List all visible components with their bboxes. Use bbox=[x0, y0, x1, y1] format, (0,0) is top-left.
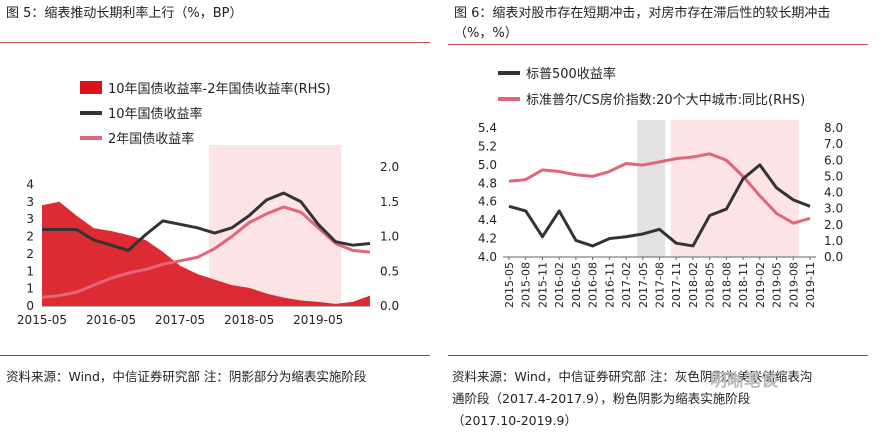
x-tick-label: 2015-05 bbox=[503, 262, 516, 308]
figure-left: 图 5：缩表推动长期利率上行（%，BP） 0 1 1 2 2 3 3 4 0.0 0.5 1.0 1.… bbox=[0, 0, 430, 423]
figure-left-title-rule bbox=[0, 42, 430, 43]
x-tick-label: 2018-02 bbox=[687, 262, 700, 308]
y-right-tick-label: 3.0 bbox=[824, 202, 843, 216]
figure-left-chart: 0 1 1 2 2 3 3 4 0.0 0.5 1.0 1.5 2.0 2015-05 2016-05 201… bbox=[17, 81, 399, 327]
shaded-region-0 bbox=[637, 120, 666, 257]
x-tick-label: 2015-11 bbox=[536, 262, 549, 308]
legend-sp500-label: 标普500收益率 bbox=[526, 66, 616, 82]
figure-left-footer-rule bbox=[0, 355, 430, 356]
x-tick-label: 2016-11 bbox=[603, 262, 616, 308]
y-right-tick-label: 6.0 bbox=[824, 153, 843, 167]
y-left-tick-label: 1 bbox=[26, 282, 34, 296]
figure-left-source: 资料来源：Wind，中信证券研究部 注：阴影部分为缩表实施阶段 bbox=[6, 369, 367, 384]
x-tick-label: 2017-08 bbox=[654, 262, 667, 308]
y-left-tick-label: 5.4 bbox=[478, 121, 497, 135]
figure-right-source-line2: 通阶段（2017.4-2017.9），粉色阴影为缩表实施阶段 bbox=[452, 391, 751, 406]
y-right-tick-label: 0.5 bbox=[380, 264, 399, 278]
figure-right-title-line1: 图 6：缩表对股市存在短期冲击，对房市存在滞后性的较长期冲击 bbox=[454, 6, 831, 21]
legend-spread-label: 10年国债收益率-2年国债收益率(RHS) bbox=[108, 81, 331, 97]
x-tick-label: 2017-02 bbox=[620, 262, 633, 308]
x-tick-label: 2019-08 bbox=[787, 262, 800, 308]
y-left-tick-label: 4.0 bbox=[478, 250, 497, 264]
y-left-tick-label: 2 bbox=[26, 247, 34, 261]
y-left-tick-label: 4.6 bbox=[478, 195, 497, 209]
x-tick-label: 2015-05 bbox=[17, 313, 67, 327]
y-left-tick-label: 4 bbox=[26, 177, 34, 191]
series-spread-area bbox=[42, 201, 370, 306]
series-10y-line bbox=[42, 191, 371, 252]
y-left-tick-label: 4.4 bbox=[478, 213, 497, 227]
y-right-tick-label: 0.0 bbox=[824, 250, 843, 264]
y-right-tick-label: 2.0 bbox=[380, 160, 399, 174]
y-right-tick-label: 1.0 bbox=[380, 230, 399, 244]
y-right-tick-label: 2.0 bbox=[824, 218, 843, 232]
y-left-tick-label: 5.0 bbox=[478, 158, 497, 172]
y-right-tick-label: 7.0 bbox=[824, 137, 843, 151]
x-tick-label: 2018-11 bbox=[737, 262, 750, 308]
figure-right-source: 资料来源：Wind，中信证券研究部 注：灰色阴影为美联储缩表沟 通阶段（2017… bbox=[452, 366, 867, 432]
series-sp500-line bbox=[508, 163, 811, 248]
figure-right-title-rule bbox=[448, 44, 868, 45]
figure-right-source-line3: （2017.10-2019.9） bbox=[452, 413, 577, 428]
series-2y-line bbox=[41, 205, 371, 299]
x-tick-label: 2017-05 bbox=[155, 313, 205, 327]
y-right-tick-label: 0.0 bbox=[380, 299, 399, 313]
figure-right-footer-rule bbox=[448, 355, 868, 356]
y-right-tick-label: 4.0 bbox=[824, 186, 843, 200]
x-tick-label: 2017-05 bbox=[637, 262, 650, 308]
y-left-tick-label: 1 bbox=[26, 264, 34, 278]
y-left-tick-label: 2 bbox=[26, 230, 34, 244]
x-tick-label: 2018-05 bbox=[224, 313, 274, 327]
figure-right-source-line1: 资料来源：Wind，中信证券研究部 注：灰色阴影为美联储缩表沟 bbox=[452, 369, 813, 384]
legend-2y-label: 2年国债收益率 bbox=[108, 131, 194, 147]
series-house-price-line bbox=[508, 152, 811, 225]
x-tick-label: 2019-02 bbox=[754, 262, 767, 308]
y-left-tick-label: 3 bbox=[26, 195, 34, 209]
y-right-tick-label: 5.0 bbox=[824, 169, 843, 183]
y-left-tick-label: 3 bbox=[26, 212, 34, 226]
y-left-tick-label: 4.8 bbox=[478, 176, 497, 190]
y-left-tick-label: 0 bbox=[26, 299, 34, 313]
x-tick-label: 2017-11 bbox=[670, 262, 683, 308]
x-tick-label: 2016-08 bbox=[587, 262, 600, 308]
x-tick-label: 2019-05 bbox=[771, 262, 784, 308]
x-tick-label: 2016-02 bbox=[553, 262, 566, 308]
figure-right: 图 6：缩表对股市存在短期冲击，对房市存在滞后性的较长期冲击 （%，%） 4.0… bbox=[448, 0, 891, 428]
x-tick-label: 2016-05 bbox=[86, 313, 136, 327]
x-tick-label: 2019-05 bbox=[293, 313, 343, 327]
legend-10y-label: 10年国债收益率 bbox=[108, 106, 203, 122]
y-right-tick-label: 1.0 bbox=[824, 234, 843, 248]
x-tick-label: 2019-11 bbox=[804, 262, 817, 308]
figure-right-chart: 4.0 4.2 4.4 4.6 4.8 5.0 5.2 5.4 0.0 1.0 2.0 3.0 4.0 5… bbox=[478, 66, 843, 308]
y-right-tick-label: 8.0 bbox=[824, 121, 843, 135]
x-tick-label: 2018-05 bbox=[704, 262, 717, 308]
watermark: 明晰笔谈 bbox=[710, 371, 778, 391]
legend-spread-swatch bbox=[80, 81, 102, 94]
y-left-tick-label: 5.2 bbox=[478, 139, 497, 153]
x-tick-label: 2015-08 bbox=[520, 262, 533, 308]
figure-left-title: 图 5：缩表推动长期利率上行（%，BP） bbox=[6, 6, 243, 21]
y-right-tick-label: 1.5 bbox=[380, 195, 399, 209]
x-tick-label: 2016-05 bbox=[570, 262, 583, 308]
figure-right-title: 图 6：缩表对股市存在短期冲击，对房市存在滞后性的较长期冲击 （%，%） bbox=[454, 4, 830, 44]
y-left-tick-label: 4.2 bbox=[478, 232, 497, 246]
legend-house-price-label: 标准普尔/CS房价指数:20个大中城市:同比(RHS) bbox=[526, 92, 805, 108]
figure-right-title-line2: （%，%） bbox=[454, 26, 518, 41]
x-tick-label: 2018-08 bbox=[720, 262, 733, 308]
